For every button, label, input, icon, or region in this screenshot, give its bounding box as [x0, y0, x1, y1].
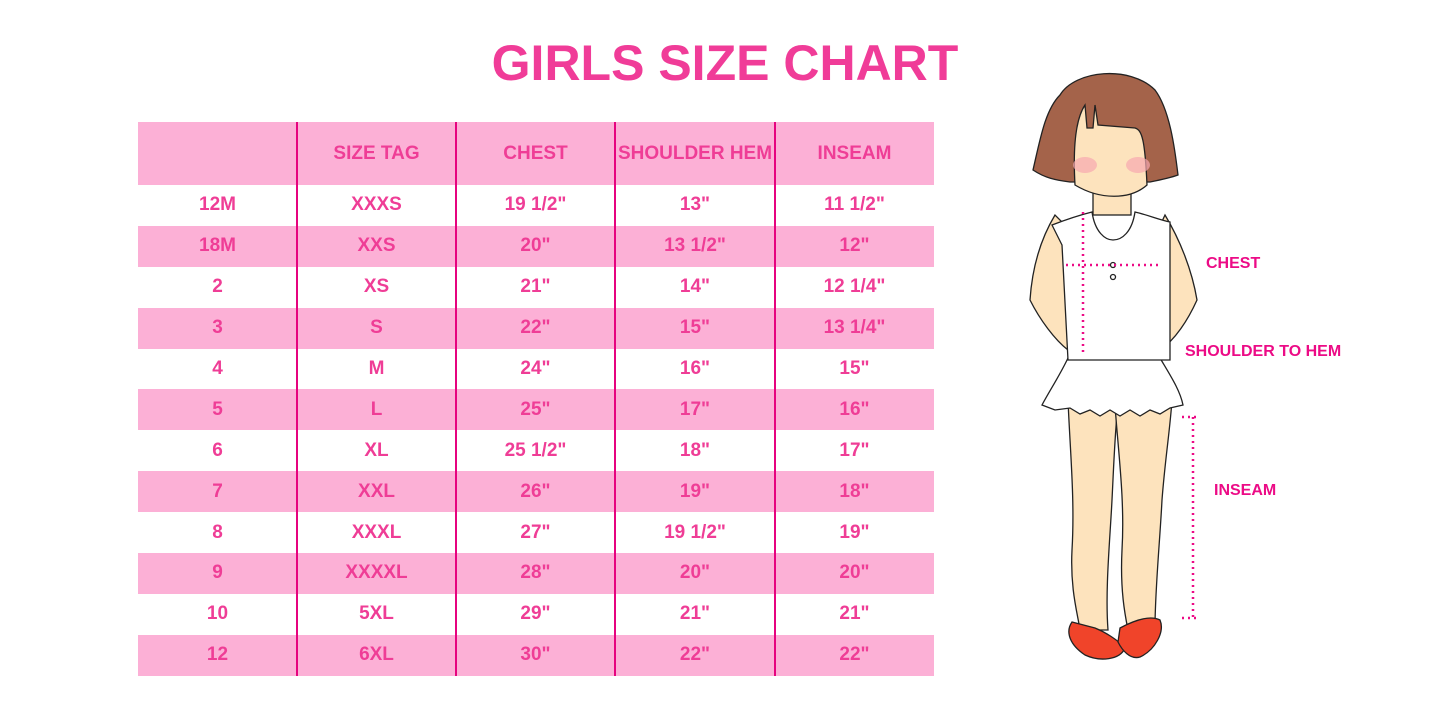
table-cell: 4: [212, 358, 223, 379]
table-cell: 26": [520, 480, 551, 502]
table-cell: XXL: [358, 480, 395, 502]
table-cell: 21": [520, 276, 551, 298]
table-cell: 13 1/2": [664, 235, 726, 257]
table-cell: S: [370, 317, 383, 339]
table-cell: 5XL: [359, 603, 394, 625]
table-cell: XXXS: [351, 194, 402, 216]
table-row: 7 XXL 26" 19" 18": [138, 471, 934, 513]
table-row: 18M XXS 20" 13 1/2" 12": [138, 225, 934, 267]
table-cell: 16": [839, 398, 870, 420]
table-cell: L: [370, 398, 383, 420]
header-cell: SIZE TAG: [333, 142, 420, 164]
right-leg: [1114, 399, 1173, 631]
table-cell: 18": [679, 439, 711, 461]
table-cell: 21": [679, 603, 711, 625]
column-divider: [614, 122, 616, 676]
column-divider: [774, 122, 776, 676]
table-cell: 28": [520, 562, 551, 584]
table-cell: XL: [364, 439, 389, 461]
table-cell: XXXL: [351, 521, 402, 543]
table-cell: 9: [212, 562, 223, 584]
table-header-row: SIZE TAG CHEST SHOULDER HEM INSEAM: [138, 122, 934, 185]
table-row: 9 XXXXL 28" 20" 20": [138, 553, 934, 594]
table-cell: M: [368, 358, 385, 379]
table-cell: 21": [839, 603, 870, 625]
table-cell: 12 1/4": [823, 276, 886, 298]
shoulder-to-hem-label: SHOULDER TO HEM: [1185, 343, 1342, 360]
table-row: 5 L 25" 17" 16": [138, 389, 934, 431]
table-cell: 10: [206, 603, 229, 625]
header-cell: INSEAM: [817, 142, 892, 164]
table-cell: 13": [679, 194, 711, 216]
table-cell: 27": [520, 521, 551, 543]
table-cell: 3: [212, 317, 223, 339]
table-cell: 18": [839, 480, 870, 502]
table-cell: 12": [839, 235, 870, 257]
table-cell: 25": [520, 398, 551, 420]
table-row: 8 XXXL 27" 19 1/2" 19": [138, 512, 934, 553]
table-cell: XXXXL: [345, 562, 408, 584]
table-row: 4 M 24" 16" 15": [138, 349, 934, 390]
right-shoe: [1117, 617, 1162, 659]
header-cell: SHOULDER HEM: [617, 142, 773, 164]
table-row: 6 XL 25 1/2" 18" 17": [138, 430, 934, 471]
table-cell: 12: [206, 644, 229, 666]
table-cell: 22": [679, 644, 711, 666]
table-cell: 19 1/2": [504, 194, 567, 216]
table-cell: 30": [520, 644, 551, 666]
left-leg: [1067, 399, 1119, 631]
table-cell: 6: [212, 439, 223, 461]
header-cell: CHEST: [503, 142, 568, 164]
column-divider: [296, 122, 298, 676]
table-row: 12M XXXS 19 1/2" 13" 11 1/2": [138, 185, 934, 226]
table-cell: 22": [839, 644, 870, 666]
table-cell: 20": [520, 235, 551, 257]
table-cell: 12M: [199, 194, 236, 216]
table-cell: 20": [839, 562, 870, 584]
chest-label: CHEST: [1206, 255, 1261, 272]
shirt: [1051, 211, 1171, 361]
table-cell: XXS: [357, 235, 396, 257]
inseam-label: INSEAM: [1214, 482, 1277, 499]
table-cell: 22": [520, 317, 551, 339]
face: [1073, 103, 1148, 197]
table-cell: 11 1/2": [824, 194, 885, 216]
table-cell: 6XL: [359, 644, 394, 666]
table-cell: 14": [679, 276, 711, 298]
table-cell: 19": [839, 521, 870, 543]
table-cell: 15": [839, 358, 870, 379]
skirt: [1041, 357, 1184, 417]
table-cell: 7: [212, 480, 223, 502]
left-shoe: [1068, 621, 1126, 660]
table-cell: 18M: [199, 235, 236, 257]
table-cell: XS: [363, 276, 390, 298]
left-arm: [1029, 213, 1071, 352]
table-cell: 25 1/2": [504, 439, 567, 461]
table-cell: 29": [520, 603, 551, 625]
table-cell: 5: [212, 398, 223, 420]
right-cheek: [1126, 157, 1150, 173]
table-row: 10 5XL 29" 21" 21": [138, 594, 934, 635]
column-divider: [455, 122, 457, 676]
table-cell: 2: [212, 276, 223, 298]
table-cell: 17": [839, 439, 870, 461]
table-cell: 8: [212, 521, 223, 543]
shirt-button: [1109, 273, 1117, 281]
table-cell: 16": [679, 358, 711, 379]
table-cell: 19": [679, 480, 711, 502]
table-cell: 20": [679, 562, 711, 584]
table-cell: 24": [520, 358, 551, 379]
table-row: 2 XS 21" 14" 12 1/4": [138, 267, 934, 308]
page-title: GIRLS SIZE CHART: [491, 35, 959, 91]
table-row: 3 S 22" 15" 13 1/4": [138, 307, 934, 349]
table-row: 12 6XL 30" 22" 22": [138, 634, 934, 676]
table-cell: 19 1/2": [664, 521, 726, 543]
size-chart-table: SIZE TAG CHEST SHOULDER HEM INSEAM 12M XX…: [138, 122, 934, 676]
left-cheek: [1073, 157, 1097, 173]
table-cell: 13 1/4": [823, 317, 886, 339]
table-cell: 15": [679, 317, 711, 339]
table-cell: 17": [679, 398, 711, 420]
